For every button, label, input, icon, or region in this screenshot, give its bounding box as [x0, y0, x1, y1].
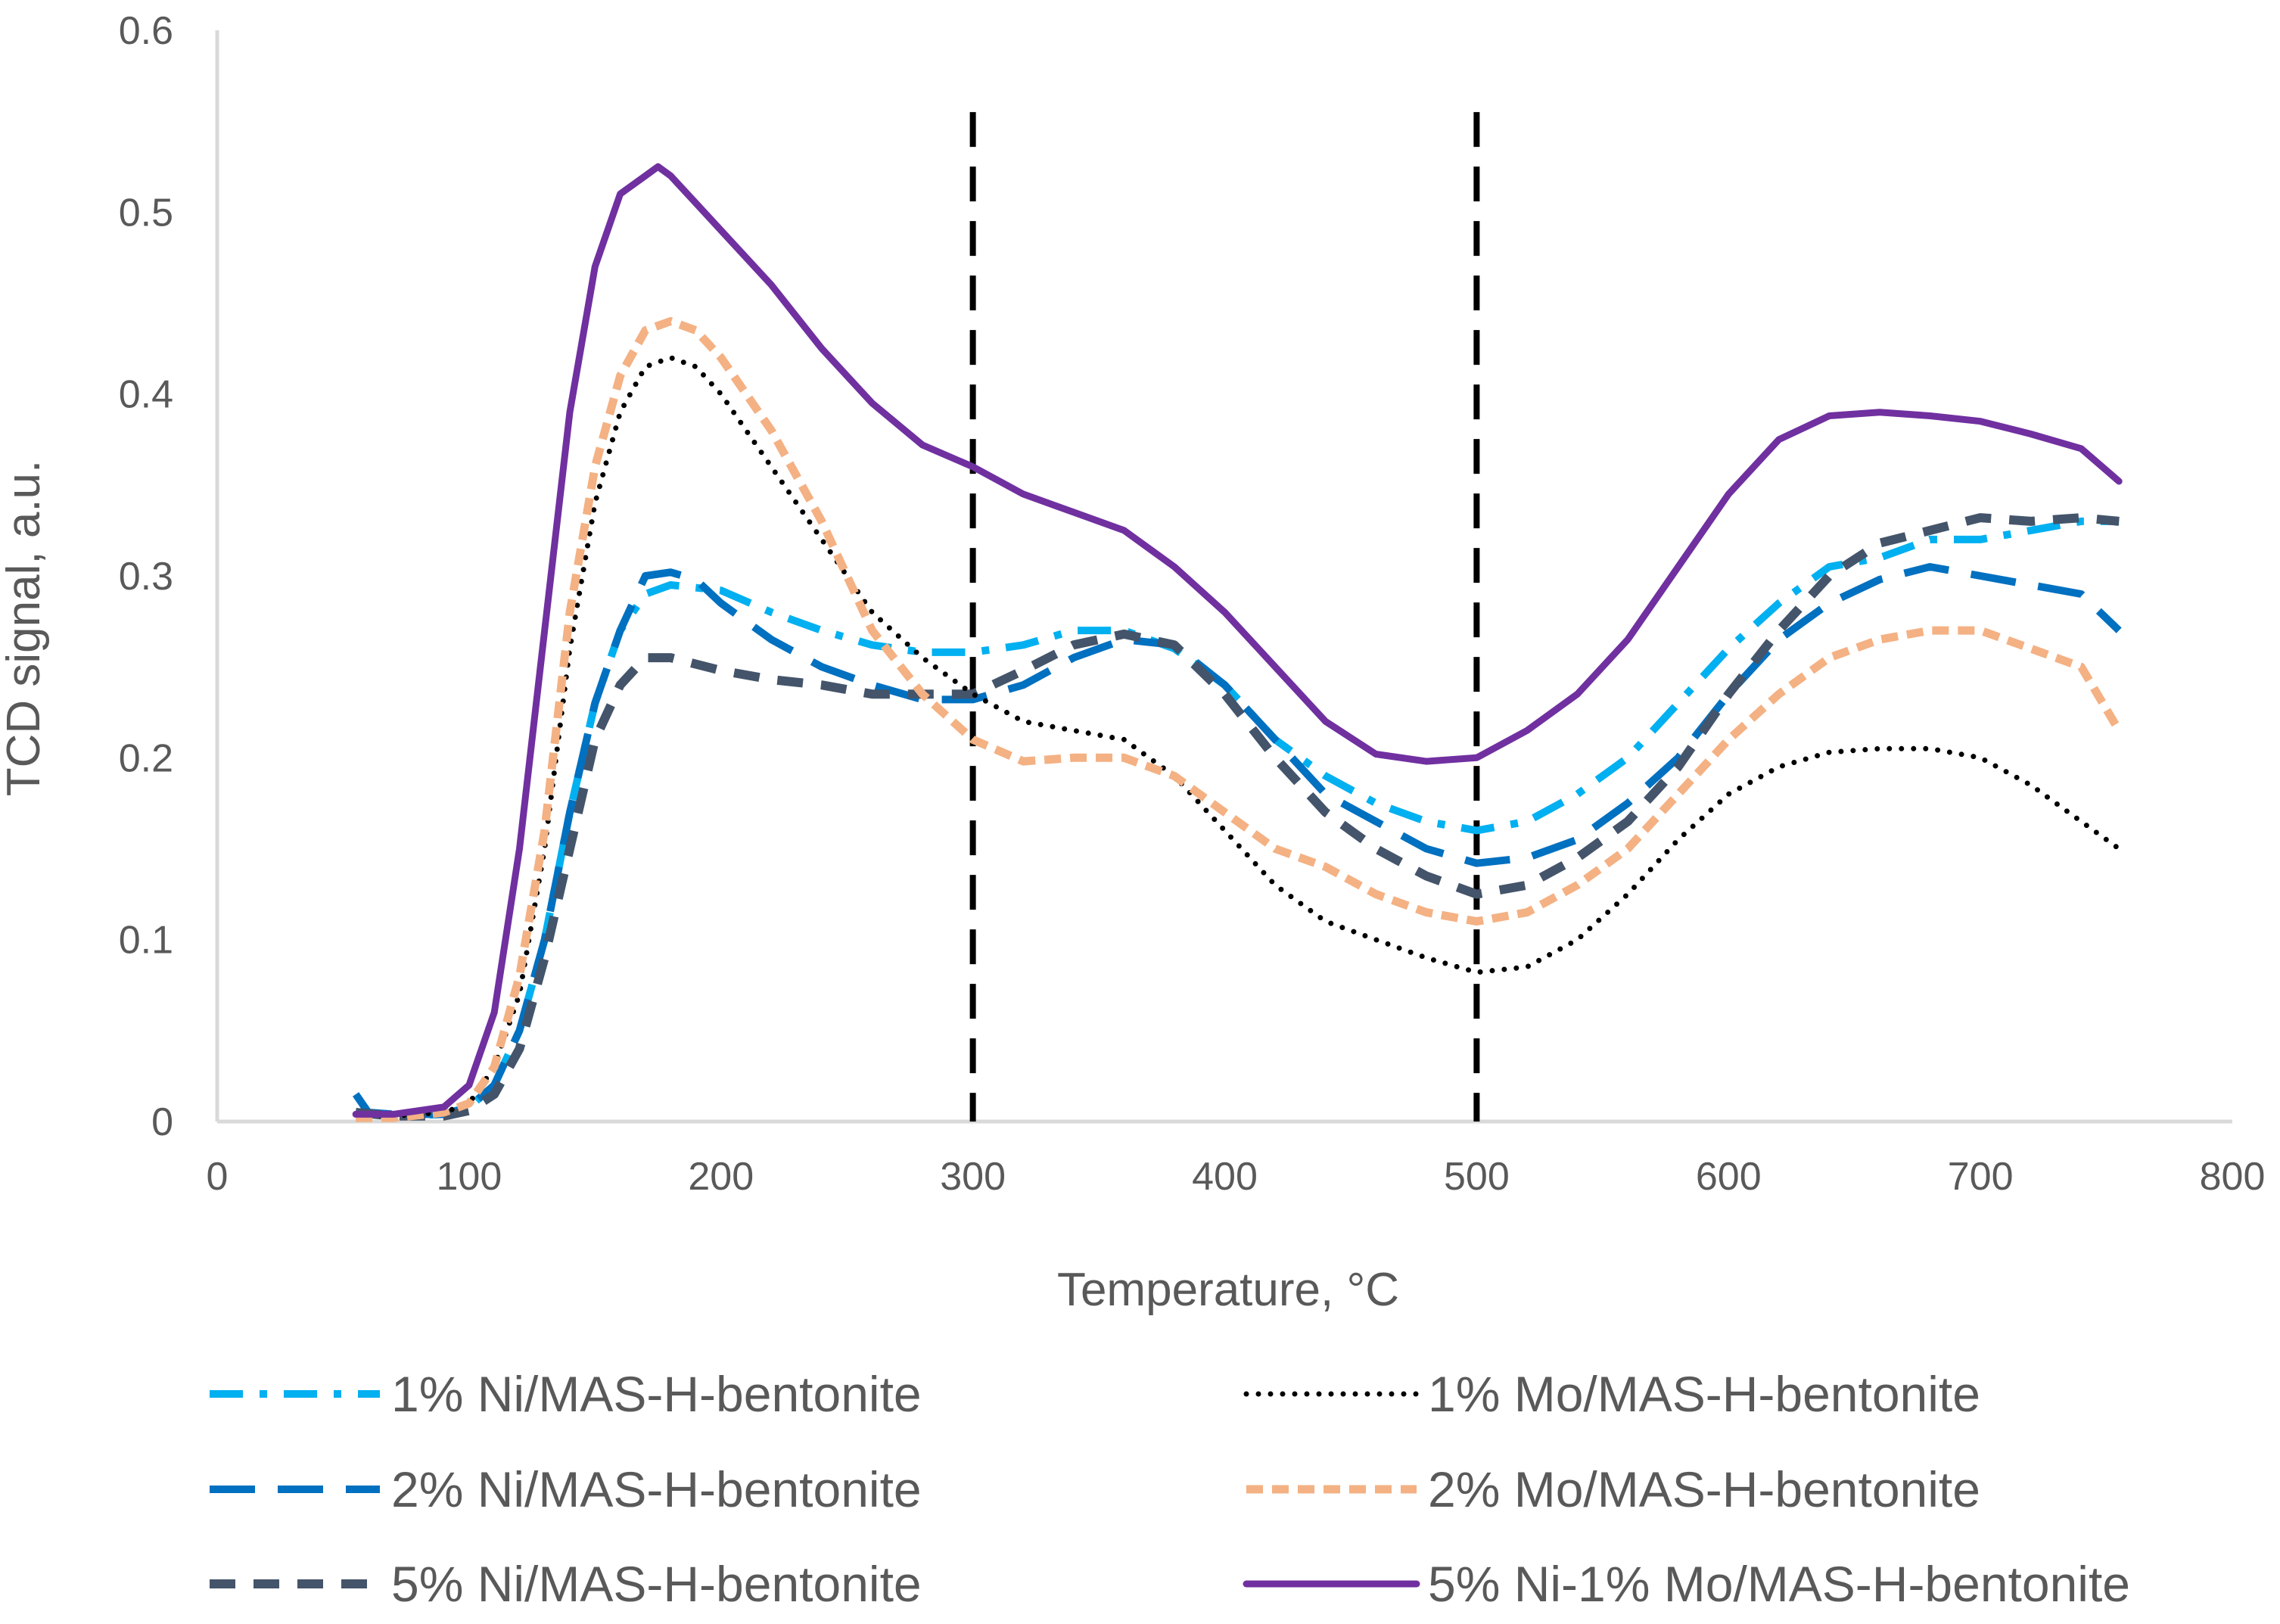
x-tick-label: 300 — [940, 1155, 1006, 1199]
y-tick-label: 0.3 — [119, 555, 173, 599]
x-tick-label: 700 — [1948, 1155, 2014, 1199]
y-tick-label: 0.4 — [119, 373, 173, 417]
x-tick-label: 400 — [1192, 1155, 1258, 1199]
series-line-4 — [353, 355, 2122, 1119]
x-tick-label: 500 — [1444, 1155, 1510, 1199]
tick-labels: 0 100 200 300 400 500 600 700 800 0 0.1 0.2 0.3 0.4 0.… — [119, 9, 2266, 1199]
y-tick-label: 0 — [151, 1100, 173, 1144]
series-line-1 — [355, 517, 2120, 1120]
series-lines — [352, 163, 2123, 1122]
y-tick-label: 0.1 — [119, 919, 173, 963]
x-tick-label: 0 — [207, 1155, 229, 1199]
series-line-6 — [352, 163, 2123, 1118]
y-axis-title: TCD signal, a.u. — [0, 460, 50, 797]
legend-label: 5% Ni-1% Mo/MAS-H-bentonite — [1428, 1556, 2130, 1612]
x-axis-title: Temperature, °C — [1057, 1264, 1399, 1316]
legend-label: 1% Mo/MAS-H-bentonite — [1428, 1366, 1980, 1422]
legend-label: 2% Ni/MAS-H-bentonite — [391, 1461, 922, 1517]
x-tick-label: 100 — [436, 1155, 502, 1199]
y-tick-label: 0.2 — [119, 736, 173, 780]
legend: 1% Ni/MAS-H-bentonite 1% Mo/MAS-H-bentoni… — [210, 1366, 2130, 1612]
x-tick-label: 200 — [688, 1155, 754, 1199]
series-line-3 — [355, 513, 2120, 1121]
series-line-2 — [352, 563, 2122, 1118]
series-line-5 — [356, 317, 2123, 1122]
y-tick-label: 0.6 — [119, 9, 173, 53]
reference-lines — [969, 112, 1480, 1122]
legend-label: 2% Mo/MAS-H-bentonite — [1428, 1461, 1980, 1517]
x-tick-label: 800 — [2200, 1155, 2266, 1199]
axes — [215, 30, 2232, 1124]
legend-label: 1% Ni/MAS-H-bentonite — [391, 1366, 922, 1422]
y-tick-label: 0.5 — [119, 191, 173, 235]
legend-label: 5% Ni/MAS-H-bentonite — [391, 1556, 922, 1612]
x-tick-label: 600 — [1696, 1155, 1762, 1199]
